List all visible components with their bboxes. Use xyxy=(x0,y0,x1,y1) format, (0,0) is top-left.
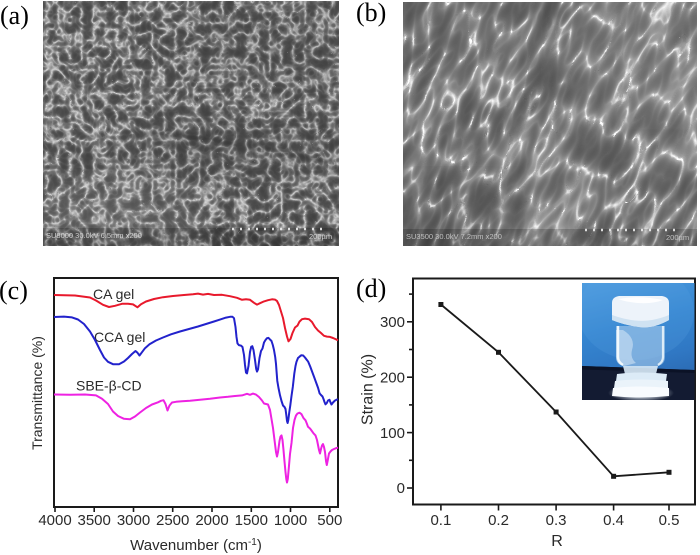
svg-text:3000: 3000 xyxy=(117,512,150,529)
svg-text:0.4: 0.4 xyxy=(603,512,624,529)
svg-text:3500: 3500 xyxy=(78,512,111,529)
svg-text:SU8000 30.0kV 6.5mm x200: SU8000 30.0kV 6.5mm x200 xyxy=(46,231,142,240)
svg-text:R: R xyxy=(551,533,563,550)
svg-text:SU3500 30.0kV 7.2mm x200: SU3500 30.0kV 7.2mm x200 xyxy=(406,232,502,241)
svg-text:0.1: 0.1 xyxy=(430,512,451,529)
svg-text:0.2: 0.2 xyxy=(488,512,509,529)
svg-text:Transmittance (%): Transmittance (%) xyxy=(29,336,45,450)
svg-text:2500: 2500 xyxy=(156,512,189,529)
svg-text:Wavenumber (cm-1): Wavenumber (cm-1) xyxy=(130,537,262,555)
svg-text:0.5: 0.5 xyxy=(659,512,680,529)
svg-text:300: 300 xyxy=(380,314,405,331)
svg-text:100: 100 xyxy=(380,425,405,442)
svg-text:200µm: 200µm xyxy=(309,232,332,241)
svg-text:CA gel: CA gel xyxy=(93,286,134,302)
svg-text:0: 0 xyxy=(397,480,405,497)
svg-text:500: 500 xyxy=(317,512,342,529)
svg-text:200µm: 200µm xyxy=(666,233,689,242)
svg-text:0.3: 0.3 xyxy=(546,512,567,529)
svg-text:4000: 4000 xyxy=(38,512,71,529)
svg-text:Strain (%): Strain (%) xyxy=(360,354,377,425)
svg-text:1000: 1000 xyxy=(274,512,307,529)
svg-text:1500: 1500 xyxy=(235,512,268,529)
svg-text:CCA gel: CCA gel xyxy=(94,329,145,345)
svg-text:2000: 2000 xyxy=(195,512,228,529)
svg-text:SBE-β-CD: SBE-β-CD xyxy=(76,378,142,394)
svg-text:200: 200 xyxy=(380,369,405,386)
